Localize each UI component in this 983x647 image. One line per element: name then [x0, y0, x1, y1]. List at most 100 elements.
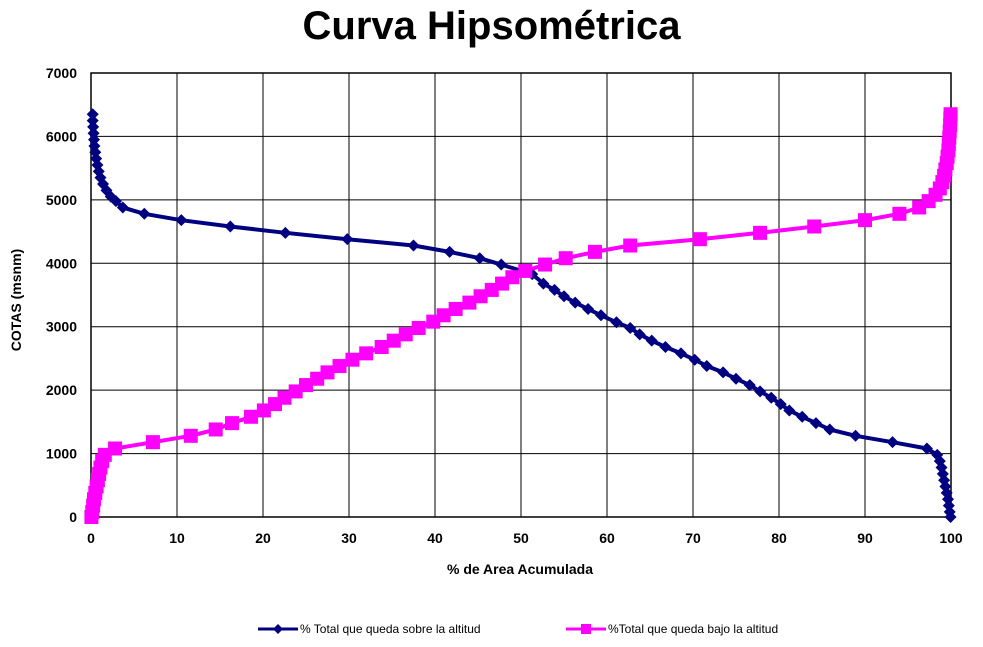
x-tick-label: 80	[771, 530, 787, 546]
y-tick-label: 2000	[46, 382, 77, 398]
data-point-diamond	[224, 220, 237, 233]
data-point-diamond	[116, 201, 129, 214]
data-point-square	[473, 289, 488, 304]
data-point-square	[892, 206, 907, 221]
x-tick-label: 50	[513, 530, 529, 546]
data-point-square	[359, 346, 374, 361]
x-tick-label: 20	[255, 530, 271, 546]
data-point-square	[320, 365, 335, 380]
data-point-square	[345, 352, 360, 367]
data-point-square	[623, 238, 638, 253]
data-point-diamond	[849, 429, 862, 442]
data-point-square	[692, 232, 707, 247]
data-point-diamond	[754, 385, 767, 398]
legend-item-series-1: % Total que queda sobre la altitud	[258, 622, 481, 636]
y-tick-label: 6000	[46, 128, 77, 144]
data-point-diamond	[279, 226, 292, 239]
data-point-diamond	[495, 258, 508, 271]
data-point-diamond	[548, 283, 561, 296]
data-point-square	[558, 251, 573, 266]
data-point-diamond	[582, 302, 595, 315]
data-point-diamond	[537, 277, 550, 290]
data-point-diamond	[87, 120, 100, 133]
data-point-diamond	[809, 417, 822, 430]
y-tick-label: 3000	[46, 319, 77, 335]
data-point-square	[411, 320, 426, 335]
data-point-diamond	[109, 195, 122, 208]
data-point-square	[277, 390, 292, 405]
data-point-diamond	[688, 353, 701, 366]
data-point-square	[538, 257, 553, 272]
data-point-diamond	[700, 360, 713, 373]
data-point-square	[183, 428, 198, 443]
legend-label-series-1: % Total que queda sobre la altitud	[300, 622, 481, 636]
data-point-diamond	[886, 436, 899, 449]
data-point-diamond	[175, 214, 188, 227]
plot-border	[90, 72, 952, 518]
data-point-square	[374, 340, 389, 355]
data-point-square	[208, 422, 223, 437]
data-point-square	[256, 403, 271, 418]
data-point-square	[518, 263, 533, 278]
data-point-square	[505, 270, 520, 285]
data-point-diamond	[944, 511, 957, 523]
data-point-diamond	[473, 252, 486, 265]
data-point-diamond	[341, 233, 354, 246]
data-point-diamond	[743, 379, 756, 392]
data-point-diamond	[443, 245, 456, 258]
x-tick-label: 90	[857, 530, 873, 546]
data-point-square	[436, 308, 451, 323]
x-tick-label: 40	[427, 530, 443, 546]
chart-title: Curva Hipsométrica	[302, 4, 681, 48]
data-point-diamond	[86, 108, 99, 121]
data-point-square	[943, 107, 958, 122]
data-point-diamond	[774, 398, 787, 411]
data-point-diamond	[717, 366, 730, 379]
data-point-square	[145, 435, 160, 450]
legend-label-series-2: %Total que queda bajo la altitud	[608, 622, 779, 636]
data-point-square	[587, 244, 602, 259]
data-point-diamond	[407, 239, 420, 252]
data-point-square	[398, 327, 413, 342]
data-point-square	[807, 219, 822, 234]
data-point-square	[462, 295, 477, 310]
data-point-diamond	[138, 207, 151, 220]
x-tick-label: 100	[939, 530, 963, 546]
data-point-diamond	[796, 410, 809, 423]
data-point-diamond	[920, 442, 933, 455]
y-tick-label: 5000	[46, 192, 77, 208]
y-tick-label: 1000	[46, 446, 77, 462]
data-point-square	[243, 409, 258, 424]
data-point-diamond	[645, 334, 658, 347]
y-tick-label: 7000	[46, 65, 77, 81]
data-point-diamond	[610, 316, 623, 329]
data-point-diamond	[659, 341, 672, 354]
data-point-diamond	[823, 423, 836, 436]
x-tick-label: 60	[599, 530, 615, 546]
legend-marker-square	[566, 624, 606, 634]
data-point-square	[753, 225, 768, 240]
data-point-diamond	[674, 347, 687, 360]
data-point-diamond	[569, 296, 582, 309]
x-tick-label: 0	[87, 530, 95, 546]
data-point-diamond	[765, 391, 778, 404]
data-point-square	[332, 359, 347, 374]
data-point-square	[299, 378, 313, 393]
data-point-diamond	[624, 321, 637, 334]
data-point-diamond	[783, 404, 796, 417]
x-tick-label: 10	[169, 530, 185, 546]
x-tick-label: 70	[685, 530, 701, 546]
data-point-diamond	[633, 328, 646, 341]
y-tick-label: 4000	[46, 255, 77, 271]
data-point-square	[858, 213, 872, 228]
x-axis-label: % de Area Acumulada	[446, 561, 593, 577]
data-point-diamond	[558, 290, 570, 303]
data-point-diamond	[730, 372, 742, 385]
data-point-square	[225, 416, 240, 431]
data-point-diamond	[594, 309, 607, 322]
x-tick-label: 30	[341, 530, 357, 546]
y-tick-label: 0	[69, 509, 77, 525]
legend-marker-diamond	[258, 624, 298, 634]
legend-item-series-2: %Total que queda bajo la altitud	[566, 622, 778, 636]
